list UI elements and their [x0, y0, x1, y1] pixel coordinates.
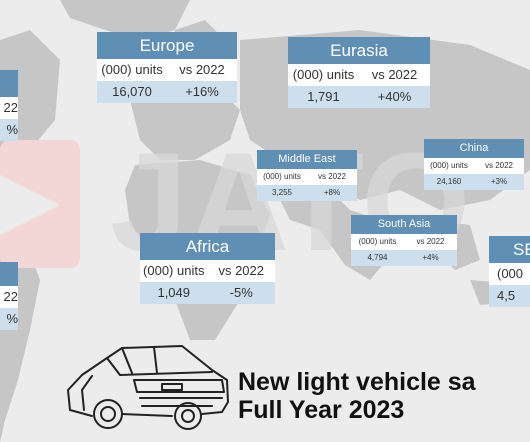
change-value: +4% — [422, 253, 439, 262]
units-value: 4,794 — [367, 253, 388, 262]
units-value: 24,160 — [436, 177, 462, 186]
units-value: 1,791 — [307, 89, 340, 104]
region-box-middle-east: Middle East (000) units vs 2022 3,255 +8… — [257, 150, 357, 201]
region-name: China — [424, 139, 524, 158]
units-label: (000) units — [358, 237, 397, 246]
vs-label: vs 2022 — [218, 263, 265, 278]
units-value: 1,049 — [157, 285, 191, 300]
region-name: Europe — [97, 32, 237, 59]
vs-label: vs 2022 — [179, 62, 225, 77]
units-label: 22 — [0, 286, 18, 308]
units-label: (000) units — [263, 172, 301, 181]
change-value: % — [0, 119, 18, 141]
vs-label: vs 2022 — [416, 237, 445, 246]
vs-label: vs 2022 — [484, 161, 514, 170]
units-label: (000) units — [101, 62, 163, 77]
units-label: (000) units — [143, 263, 205, 278]
region-name: Middle East — [257, 150, 357, 169]
vs-label: vs 2022 — [371, 67, 418, 82]
change-value: % — [0, 308, 18, 330]
units-value: 3,255 — [271, 188, 293, 197]
change-value: -5% — [229, 285, 253, 300]
units-value: 16,070 — [112, 84, 152, 99]
region-box-eurasia: Eurasia (000) units vs 2022 1,791 +40% — [288, 37, 430, 108]
region-box-africa: Africa (000) units vs 2022 1,049 -5% — [140, 233, 275, 304]
infographic-title: New light vehicle sa Full Year 2023 — [238, 368, 476, 424]
units-label: 22 — [0, 97, 18, 119]
change-value: +8% — [323, 188, 341, 197]
region-box-left-top: 22 % — [0, 70, 18, 141]
title-line-2: Full Year 2023 — [238, 396, 405, 424]
region-box-se-asia: SE (000 4,5 — [489, 236, 530, 307]
region-box-europe: Europe (000) units vs 2022 16,070 +16% — [97, 32, 237, 103]
units-value: 4,5 — [489, 285, 530, 307]
region-box-south-asia: South Asia (000) units vs 2022 4,794 +4% — [351, 215, 457, 266]
change-value: +16% — [185, 84, 219, 99]
change-value: +40% — [377, 89, 412, 104]
units-label: (000) units — [430, 161, 468, 170]
title-line-1: New light vehicle sa — [238, 368, 476, 396]
region-name: South Asia — [351, 215, 457, 234]
region-name: SE — [489, 236, 530, 263]
region-name: Africa — [140, 233, 275, 260]
units-label: (000) units — [292, 67, 355, 82]
change-value: +3% — [490, 177, 508, 186]
region-box-china: China (000) units vs 2022 24,160 +3% — [424, 139, 524, 190]
vs-label: vs 2022 — [317, 172, 347, 181]
car-outline-icon — [67, 345, 229, 430]
region-name: Eurasia — [288, 37, 430, 64]
units-label: (000 — [489, 263, 530, 285]
region-box-left-bottom: 22 % — [0, 262, 18, 330]
